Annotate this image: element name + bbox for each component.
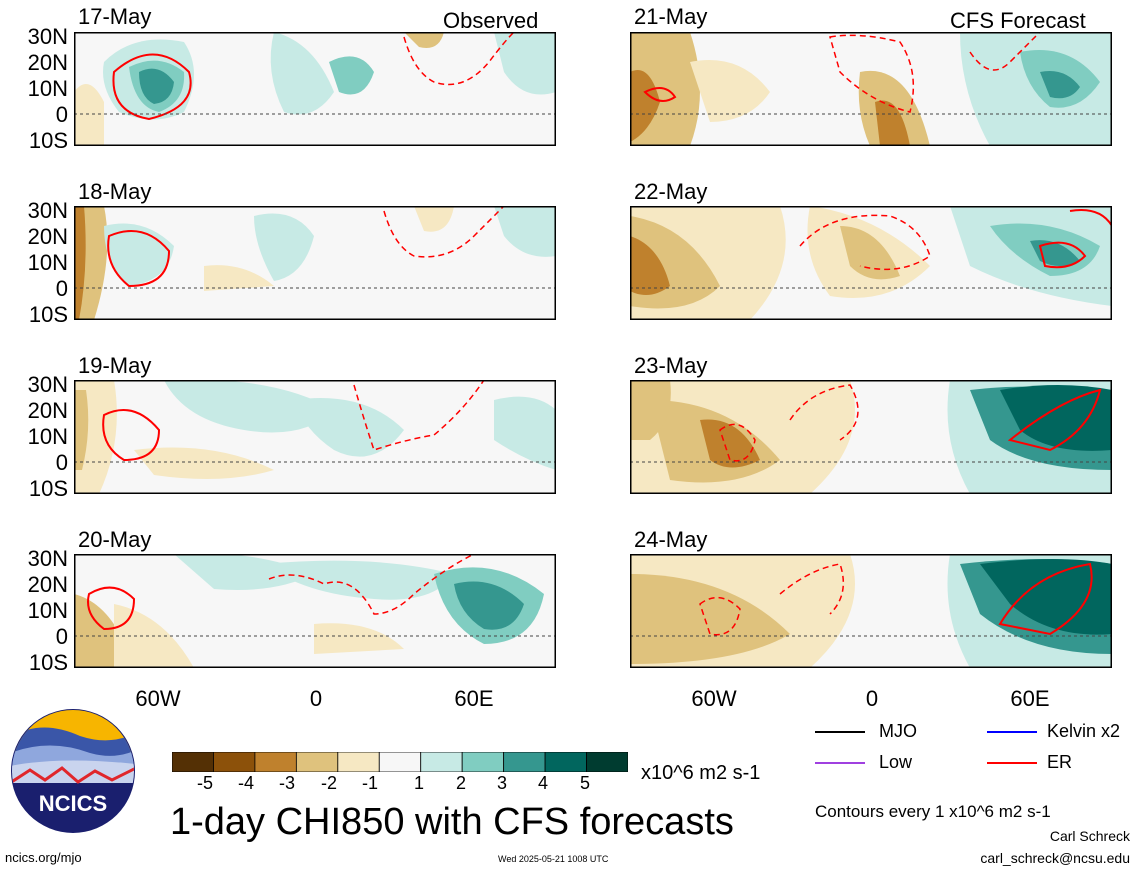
legend-label-mjo: MJO [879,721,917,741]
map-panel-23-may [630,380,1112,494]
map-panel-21-may [630,32,1112,146]
x-tick-label: 0 [309,686,323,711]
legend-line-mjo [815,731,865,733]
map-panel-22-may [630,206,1112,320]
y-tick-label: 20N [27,398,68,423]
figure-title: 1-day CHI850 with CFS forecasts [170,801,734,843]
colorbar-label: 1 [413,773,424,793]
map-panel-19-may [74,380,556,494]
colorbar-swatch [337,752,380,772]
y-tick-label: 10S [28,650,68,675]
y-tick-label: 10S [28,476,68,501]
y-tick-label: 0 [55,450,68,475]
y-tick-label: 20N [27,50,68,75]
map-panel-24-may [630,554,1112,668]
footer-timestamp: Wed 2025-05-21 1008 UTC [498,854,609,864]
colorbar-label: 2 [455,773,466,793]
legend-line-er [987,762,1037,764]
x-tick-label: 60W [135,686,181,711]
y-tick-label: 30N [27,24,68,49]
colorbar-label: -3 [278,773,295,793]
cfs-forecast-header: CFS Forecast [950,8,1086,33]
y-tick-label: 30N [27,198,68,223]
colorbar-label: 3 [496,773,507,793]
colorbar-swatch [544,752,587,772]
colorbar-labels: -5 -4 -3 -2 -1 1 2 3 4 5 [172,774,628,794]
panel-date-label: 18-May [78,179,152,204]
ncics-logo: NCICS [11,709,135,833]
colorbar-swatch [213,752,256,772]
colorbar-label: 5 [579,773,590,793]
logo-text: NCICS [39,791,107,816]
legend-label-low: Low [879,752,913,772]
wave-legend: MJO Kelvin x2 Low ER [815,720,1135,780]
panel-date-label: 21-May [634,4,708,29]
colorbar-swatch [461,752,505,772]
map-panel-20-may [74,554,556,668]
footer-email: carl_schreck@ncsu.edu [980,850,1130,866]
y-tick-label: 20N [27,224,68,249]
colorbar-swatch [503,752,546,772]
colorbar-swatch [420,752,463,772]
y-tick-label: 0 [55,102,68,127]
observed-header: Observed [443,8,539,33]
colorbar-label: -1 [361,773,378,793]
colorbar-swatch [586,752,628,772]
x-tick-label: 60E [1010,686,1050,711]
map-panel-17-may [74,32,556,146]
footer-author: Carl Schreck [1049,828,1130,844]
panel-date-label: 24-May [634,527,708,552]
panel-date-label: 22-May [634,179,708,204]
y-tick-label: 10N [27,598,68,623]
legend-label-kelvin: Kelvin x2 [1047,721,1121,741]
colorbar-swatch [172,752,214,772]
colorbar [172,752,628,772]
panel-date-label: 23-May [634,353,708,378]
contours-note: Contours every 1 x10^6 m2 s-1 [815,802,1051,821]
panel-date-label: 19-May [78,353,152,378]
x-tick-label: 0 [865,686,879,711]
colorbar-swatch [378,752,422,772]
y-tick-label: 10S [28,302,68,327]
colorbar-label: -5 [196,773,213,793]
panel-date-label: 20-May [78,527,152,552]
legend-line-low [815,762,865,764]
y-tick-label: 10N [27,250,68,275]
y-tick-label: 20N [27,572,68,597]
x-tick-label: 60W [691,686,737,711]
y-tick-label: 30N [27,372,68,397]
colorbar-label: -4 [237,773,254,793]
colorbar-swatch [254,752,297,772]
colorbar-label: 4 [537,773,548,793]
map-panel-18-may [74,206,556,320]
y-tick-label: 10N [27,424,68,449]
y-tick-label: 10N [27,76,68,101]
panel-date-label: 17-May [78,4,152,29]
legend-line-kelvin [987,731,1037,733]
x-tick-label: 60E [454,686,494,711]
y-tick-label: 0 [55,276,68,301]
y-tick-label: 30N [27,546,68,571]
y-tick-label: 0 [55,624,68,649]
footer-url: ncics.org/mjo [5,850,82,865]
y-tick-label: 10S [28,128,68,153]
colorbar-label: -2 [320,773,337,793]
colorbar-units: x10^6 m2 s-1 [641,762,761,784]
legend-label-er: ER [1047,752,1073,772]
colorbar-swatch [295,752,339,772]
